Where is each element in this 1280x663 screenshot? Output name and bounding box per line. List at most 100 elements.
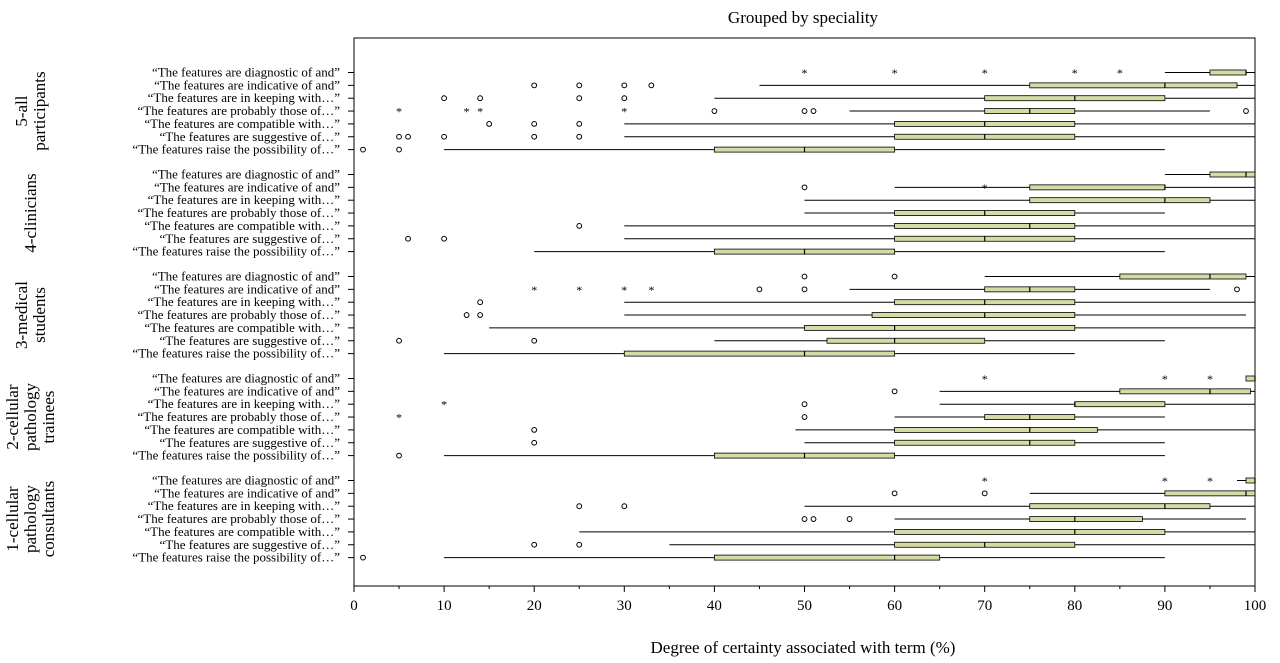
box-group4-term4: * [396, 411, 1165, 425]
box-group2-term6 [405, 235, 1255, 242]
extreme-point: * [1162, 372, 1168, 386]
group-label-line: 4-clinicians [21, 173, 40, 252]
iqr-box [1029, 82, 1238, 89]
iqr-box [894, 222, 1076, 229]
extreme-point: * [1207, 474, 1213, 488]
box-group3-term4 [463, 312, 1246, 318]
extreme-point: * [621, 105, 627, 119]
group-1: * * * * * * * * * [360, 66, 1255, 153]
box-group2-term2: * [801, 181, 1255, 195]
term-label: “The features are suggestive of…” [160, 231, 341, 246]
extreme-point: * [892, 66, 898, 80]
term-label: “The features raise the possibility of…” [132, 142, 340, 157]
extreme-point: * [982, 181, 988, 195]
box-group5-term7 [360, 554, 1165, 561]
term-label: “The features are diagnostic of and” [152, 269, 340, 284]
term-label: “The features are diagnostic of and” [152, 167, 340, 182]
extreme-point: * [982, 66, 988, 80]
chart-title: Grouped by speciality [728, 8, 879, 27]
box-group2-term4 [804, 210, 1165, 216]
iqr-box [1119, 388, 1251, 395]
extreme-point: * [621, 283, 627, 297]
x-tick-label: 60 [887, 598, 902, 614]
outlier-point [441, 133, 448, 140]
extreme-point: * [396, 105, 402, 119]
group-label-line: pathology [21, 383, 40, 451]
term-label: “The features raise the possibility of…” [132, 244, 340, 259]
term-label: “The features are indicative of and” [154, 179, 340, 194]
x-tick-label: 80 [1067, 598, 1082, 614]
outlier-point [531, 121, 538, 127]
x-tick-label: 0 [350, 598, 358, 614]
term-label: “The features are in keeping with…” [148, 192, 341, 207]
x-tick-label: 50 [797, 598, 812, 614]
x-tick-label: 100 [1244, 598, 1267, 614]
extreme-point: * [441, 398, 447, 412]
outlier-point [396, 133, 402, 140]
outlier-point [891, 388, 898, 395]
extreme-point: * [1207, 372, 1213, 386]
term-label: “The features raise the possibility of…” [132, 346, 340, 361]
box-group4-term6 [531, 439, 1165, 446]
box-group4-term2 [891, 388, 1255, 395]
outlier-point [477, 95, 484, 102]
outlier-point [576, 121, 583, 127]
iqr-box [1119, 273, 1247, 280]
outlier-point [405, 235, 411, 242]
iqr-box [623, 350, 895, 357]
group-4: * * * * * [396, 372, 1256, 459]
extreme-point: * [396, 411, 402, 425]
group-label: 1-cellularpathologyconsultants [3, 481, 58, 558]
term-label: “The features are compatible with…” [144, 218, 340, 233]
outlier-point [846, 516, 853, 522]
term-label: “The features are suggestive of…” [160, 129, 341, 144]
term-label: “The features are in keeping with…” [148, 90, 341, 105]
group-label: 3-medicalstudents [12, 281, 49, 349]
term-label: “The features are in keeping with…” [148, 498, 341, 513]
iqr-box [894, 439, 1076, 446]
box-group1-term4: * * * * [396, 105, 1249, 119]
box-group3-term2: * * * * [531, 283, 1240, 297]
x-tick-label: 40 [707, 598, 722, 614]
iqr-box [826, 337, 986, 344]
term-label: “The features are compatible with…” [144, 320, 340, 335]
outlier-point [801, 108, 808, 114]
group-2: * [405, 171, 1256, 255]
outlier-point [1243, 108, 1249, 114]
box-group1-term3 [441, 95, 1255, 102]
extreme-point: * [531, 283, 537, 297]
outlier-point [576, 82, 583, 89]
term-label: “The features are indicative of and” [154, 281, 340, 296]
outlier-point [477, 299, 484, 306]
iqr-box [1074, 401, 1166, 408]
outlier-point [531, 439, 538, 446]
outlier-point [756, 286, 763, 293]
iqr-box [714, 554, 941, 561]
boxes-layer: * * * * * * * * * * * * * * * * * * * * * * [360, 66, 1256, 561]
box-group5-term6 [531, 541, 1255, 548]
outlier-point [801, 184, 808, 191]
term-label: “The features raise the possibility of…” [132, 448, 340, 463]
box-group5-term1: * * * [982, 474, 1256, 488]
extreme-point: * [576, 283, 582, 297]
group-label: 5-allparticipants [12, 71, 49, 150]
group-label-line: 5-all [12, 95, 31, 126]
outlier-point [576, 223, 583, 229]
iqr-box [1029, 516, 1143, 522]
outlier-point [711, 108, 718, 114]
box-group2-term1 [1164, 171, 1256, 178]
extreme-point: * [982, 474, 988, 488]
outlier-point [810, 516, 817, 522]
x-tick-label: 10 [437, 598, 452, 614]
term-label: “The features are in keeping with…” [148, 294, 341, 309]
iqr-box [1029, 197, 1211, 204]
outlier-point [810, 108, 817, 114]
iqr-box [1164, 490, 1256, 497]
box-group4-term5 [531, 426, 1255, 433]
term-label: “The features are compatible with…” [144, 422, 340, 437]
iqr-box [1029, 503, 1211, 510]
box-group1-term2 [531, 82, 1255, 89]
outlier-point [648, 82, 655, 89]
outlier-point [477, 312, 484, 318]
outlier-point [396, 337, 402, 344]
